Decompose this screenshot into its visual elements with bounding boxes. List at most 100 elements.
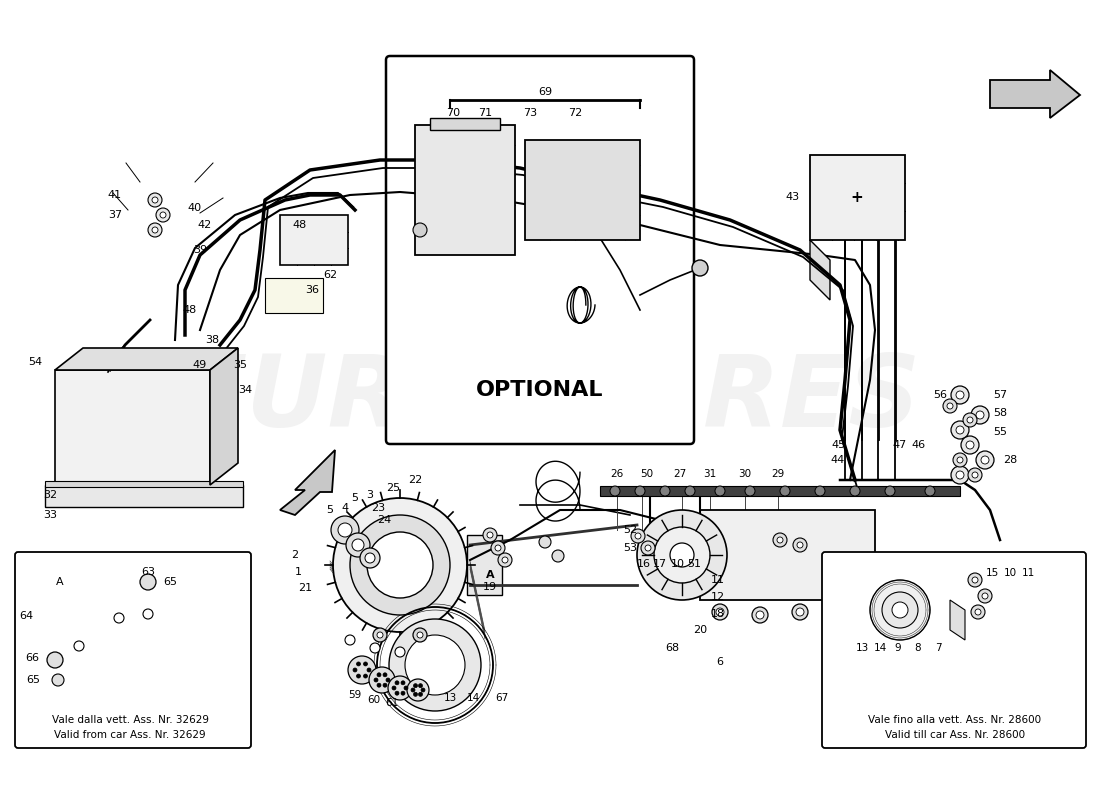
Circle shape bbox=[363, 674, 367, 678]
Text: 11: 11 bbox=[1022, 568, 1035, 578]
Circle shape bbox=[52, 674, 64, 686]
Text: 65: 65 bbox=[26, 675, 40, 685]
Circle shape bbox=[972, 472, 978, 478]
Text: 67: 67 bbox=[495, 693, 508, 703]
Text: 56: 56 bbox=[933, 390, 947, 400]
Text: 65: 65 bbox=[163, 577, 177, 587]
Circle shape bbox=[982, 593, 988, 599]
FancyBboxPatch shape bbox=[386, 56, 694, 444]
Circle shape bbox=[402, 681, 405, 685]
Text: 7: 7 bbox=[935, 643, 942, 653]
Circle shape bbox=[352, 539, 364, 551]
Text: 68: 68 bbox=[664, 643, 679, 653]
Circle shape bbox=[383, 683, 387, 687]
Bar bbox=[265, 278, 323, 313]
Text: A: A bbox=[486, 570, 494, 580]
Circle shape bbox=[348, 656, 376, 684]
Circle shape bbox=[363, 662, 367, 666]
Circle shape bbox=[395, 647, 405, 657]
Text: 47: 47 bbox=[893, 440, 907, 450]
Circle shape bbox=[886, 486, 895, 496]
Text: 11: 11 bbox=[711, 575, 725, 585]
Circle shape bbox=[975, 609, 981, 615]
Circle shape bbox=[773, 533, 786, 547]
Text: OPTIONAL: OPTIONAL bbox=[476, 380, 604, 400]
Circle shape bbox=[962, 413, 977, 427]
Circle shape bbox=[943, 399, 957, 413]
Circle shape bbox=[952, 386, 969, 404]
Polygon shape bbox=[55, 348, 238, 370]
Circle shape bbox=[356, 662, 361, 666]
Bar bbox=[468, 535, 502, 595]
Circle shape bbox=[792, 604, 808, 620]
Text: 58: 58 bbox=[993, 408, 1008, 418]
Text: 73: 73 bbox=[522, 108, 537, 118]
Circle shape bbox=[405, 635, 465, 695]
Circle shape bbox=[967, 417, 974, 423]
Circle shape bbox=[952, 466, 969, 484]
Circle shape bbox=[971, 605, 984, 619]
Circle shape bbox=[798, 542, 803, 548]
Circle shape bbox=[976, 411, 984, 419]
Text: 5: 5 bbox=[327, 505, 333, 515]
Text: 2: 2 bbox=[292, 550, 298, 560]
Text: 29: 29 bbox=[771, 469, 784, 479]
Circle shape bbox=[716, 608, 724, 616]
Text: 48: 48 bbox=[293, 220, 307, 230]
Text: +: + bbox=[850, 190, 864, 205]
Circle shape bbox=[368, 667, 395, 693]
Circle shape bbox=[360, 548, 379, 568]
Circle shape bbox=[660, 486, 670, 496]
Text: 28: 28 bbox=[1003, 455, 1018, 465]
Circle shape bbox=[777, 537, 783, 543]
Circle shape bbox=[495, 545, 500, 551]
Circle shape bbox=[365, 553, 375, 563]
Circle shape bbox=[631, 529, 645, 543]
Bar bbox=[810, 155, 905, 240]
Circle shape bbox=[966, 441, 974, 449]
Circle shape bbox=[972, 577, 978, 583]
Text: 44: 44 bbox=[830, 455, 845, 465]
Circle shape bbox=[148, 223, 162, 237]
Text: 39: 39 bbox=[192, 245, 207, 255]
Circle shape bbox=[882, 592, 918, 628]
Polygon shape bbox=[950, 600, 965, 640]
Text: 1: 1 bbox=[295, 567, 301, 577]
Circle shape bbox=[331, 516, 359, 544]
Circle shape bbox=[374, 678, 378, 682]
FancyBboxPatch shape bbox=[822, 552, 1086, 748]
Bar bbox=[280, 215, 348, 265]
Circle shape bbox=[350, 515, 450, 615]
Circle shape bbox=[635, 533, 641, 539]
Polygon shape bbox=[810, 240, 830, 300]
Circle shape bbox=[152, 227, 158, 233]
Circle shape bbox=[796, 608, 804, 616]
Circle shape bbox=[377, 673, 381, 677]
Text: 33: 33 bbox=[43, 510, 57, 520]
Circle shape bbox=[388, 676, 412, 700]
Circle shape bbox=[491, 541, 505, 555]
FancyBboxPatch shape bbox=[15, 552, 251, 748]
Text: 14: 14 bbox=[466, 693, 480, 703]
Text: 62: 62 bbox=[323, 270, 337, 280]
Circle shape bbox=[956, 391, 964, 399]
Circle shape bbox=[386, 678, 390, 682]
Circle shape bbox=[968, 468, 982, 482]
Circle shape bbox=[421, 688, 425, 692]
Bar bbox=[55, 370, 210, 485]
Text: 57: 57 bbox=[993, 390, 1008, 400]
Circle shape bbox=[645, 545, 651, 551]
Circle shape bbox=[418, 684, 422, 688]
Text: 69: 69 bbox=[538, 87, 552, 97]
Circle shape bbox=[952, 421, 969, 439]
Text: 37: 37 bbox=[108, 210, 122, 220]
Text: 24: 24 bbox=[377, 515, 392, 525]
Text: 49: 49 bbox=[192, 360, 207, 370]
Circle shape bbox=[552, 550, 564, 562]
Circle shape bbox=[953, 453, 967, 467]
Bar bbox=[525, 140, 640, 240]
Circle shape bbox=[947, 403, 953, 409]
Text: 63: 63 bbox=[141, 567, 155, 577]
Circle shape bbox=[978, 589, 992, 603]
Text: 61: 61 bbox=[385, 698, 398, 708]
